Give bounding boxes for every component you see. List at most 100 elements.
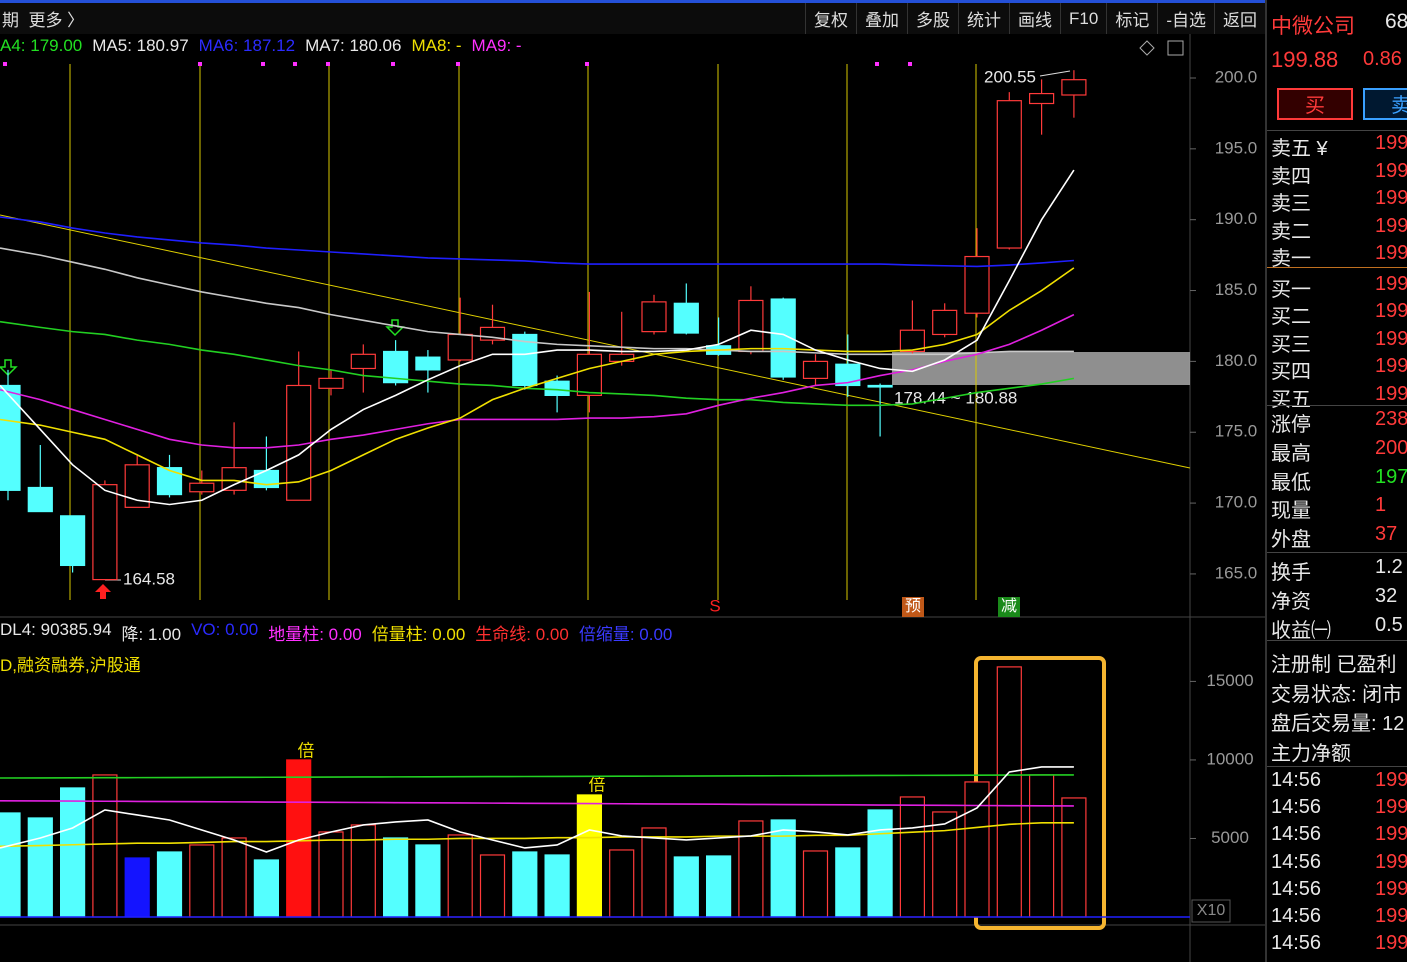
candle-body xyxy=(221,467,247,491)
candle-body xyxy=(156,467,183,496)
volume-bar xyxy=(512,851,538,918)
order-label: 卖一 xyxy=(1271,248,1311,270)
volume-bar xyxy=(383,837,409,918)
toolbar-button[interactable]: 画线 xyxy=(1009,3,1060,34)
legend-item: VO: 0.00 xyxy=(191,620,259,639)
volume-legend: DL4: 90385.94 降: 1.00 VO: 0.00 地量柱: 0.00 倍量柱… xyxy=(0,620,672,645)
sell-arrow xyxy=(0,359,18,377)
tick-price: 199 xyxy=(1375,796,1407,819)
volume-bar xyxy=(802,850,829,918)
candle-body xyxy=(899,329,926,353)
toolbar-button[interactable]: 多股 xyxy=(907,3,958,34)
sell-button[interactable]: 卖 xyxy=(1363,88,1407,120)
stat-value: 37 xyxy=(1375,523,1398,546)
volume-bar xyxy=(932,811,958,918)
toolbar-left[interactable]: 期 更多 〉 xyxy=(2,11,85,30)
y-tick-label: 190.0 xyxy=(1215,209,1258,228)
candle-body xyxy=(0,384,21,491)
volume-bar xyxy=(609,849,635,918)
order-price: 199 xyxy=(1375,159,1407,182)
tick-price: 199 xyxy=(1375,877,1407,900)
volume-bar xyxy=(124,857,150,918)
tick-time: 14:56 xyxy=(1271,932,1322,955)
candle-body xyxy=(576,353,603,396)
separator xyxy=(1267,130,1407,131)
candle-body xyxy=(92,484,118,581)
signal-dot xyxy=(293,62,297,66)
volume-bar xyxy=(673,856,699,918)
order-label: 买四 xyxy=(1271,361,1311,383)
signal-dot xyxy=(456,62,460,66)
tick-time: 14:56 xyxy=(1271,877,1322,900)
order-label: 卖五 ¥ xyxy=(1271,138,1328,160)
buy-button[interactable]: 买 xyxy=(1277,88,1353,120)
order-label: 卖四 xyxy=(1271,165,1311,188)
candle-body xyxy=(1028,92,1055,105)
legend-item: MA5: 180.97 xyxy=(92,36,189,55)
quote-panel: 中微公司 68 199.88 0.86 买卖卖五 ¥ 199 卖四 199 卖三 199 卖二 199… xyxy=(1265,0,1407,962)
toolbar-button[interactable]: 返回 xyxy=(1214,3,1265,34)
ma-line xyxy=(0,821,1074,848)
candle-body xyxy=(964,255,990,314)
ma-line xyxy=(0,320,1075,407)
candle-body xyxy=(1061,79,1087,96)
stat-value: 238 xyxy=(1375,408,1407,430)
stat-label: 净资 xyxy=(1271,590,1311,613)
volume-bar xyxy=(253,859,279,918)
stat-label: 收益㈠ xyxy=(1271,619,1331,642)
order-price: 199 xyxy=(1375,327,1407,350)
stat-value: 1.2 xyxy=(1375,556,1403,578)
candle-body xyxy=(867,384,893,388)
volume-bar xyxy=(544,854,570,918)
candle-body xyxy=(27,486,53,513)
volume-bar xyxy=(1061,797,1087,918)
toolbar-button[interactable]: 复权 xyxy=(805,3,856,34)
candle-body xyxy=(189,482,215,493)
toolbar-button[interactable]: 叠加 xyxy=(856,3,907,34)
zoom-label: X10 xyxy=(1197,902,1226,919)
order-label: 买二 xyxy=(1271,306,1311,328)
toolbar-button[interactable]: F10 xyxy=(1060,3,1106,34)
ma-line xyxy=(0,267,1075,486)
y-tick-label: 10000 xyxy=(1206,749,1253,768)
signal-label: 减 xyxy=(1001,597,1017,615)
info-line: 交易状态: 闭市 xyxy=(1271,683,1403,706)
order-price: 199 xyxy=(1375,187,1407,209)
toolbar-button[interactable]: 标记 xyxy=(1106,3,1157,34)
tick-time: 14:56 xyxy=(1271,823,1322,846)
stat-value: 197 xyxy=(1375,465,1407,488)
volume-bar xyxy=(964,781,990,918)
toolbar-button[interactable]: -自选 xyxy=(1157,3,1214,34)
y-tick-label: 15000 xyxy=(1206,671,1253,690)
stat-label: 现量 xyxy=(1271,500,1311,523)
stat-label: 外盘 xyxy=(1271,529,1311,552)
high-pointer xyxy=(1039,70,1071,77)
y-tick-label: 195.0 xyxy=(1215,138,1258,157)
ma-line xyxy=(0,799,1074,807)
icon xyxy=(1167,40,1184,56)
separator xyxy=(1267,766,1407,767)
volume-bar xyxy=(221,837,247,918)
toolbar: 期 更多 〉 复权 叠加 多股 统计 画线 F10 标记 -自选 返回 xyxy=(0,0,1265,34)
signal-dot xyxy=(391,62,395,66)
candle-body xyxy=(544,380,570,396)
tick-price: 199 xyxy=(1375,905,1407,927)
sell-arrow xyxy=(385,319,405,337)
y-tick-label: 5000 xyxy=(1211,828,1249,847)
order-label: 买三 xyxy=(1271,333,1311,356)
tick-price: 199 xyxy=(1375,823,1407,846)
toolbar-button[interactable]: 统计 xyxy=(958,3,1009,34)
zoom-box xyxy=(1191,899,1231,923)
order-price: 199 xyxy=(1375,272,1407,295)
volume-bar xyxy=(899,796,926,918)
signal-dot xyxy=(908,62,912,66)
price-zone xyxy=(892,352,1190,385)
volume-bar xyxy=(189,844,215,918)
stat-label: 换手 xyxy=(1271,562,1311,584)
volume-bar xyxy=(59,787,86,918)
chart-area: 200.55 164.58 178.44 ~ 180.88 S 预 减 倍 倍 … xyxy=(0,34,1265,962)
volume-bar xyxy=(415,844,441,918)
stat-value: 200 xyxy=(1375,436,1407,459)
legend-item: DL4: 90385.94 xyxy=(0,620,112,639)
stat-label: 最低 xyxy=(1271,471,1311,494)
